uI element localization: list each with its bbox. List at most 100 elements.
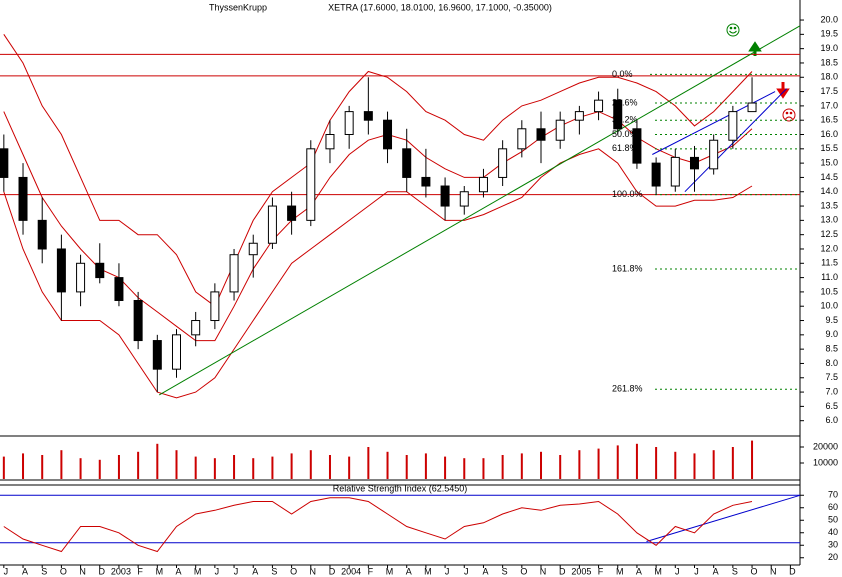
candle-body [728, 111, 738, 141]
x-tick-label: M [156, 566, 164, 576]
x-tick-label: A [252, 566, 258, 576]
y-tick-label: 17.5 [820, 86, 838, 96]
y-tick-label: 10000 [813, 457, 838, 467]
trend-line [652, 91, 776, 155]
volume-bar [616, 445, 619, 479]
candle-body [498, 148, 508, 178]
candle-body [191, 320, 201, 336]
y-tick-label: 18.5 [820, 57, 838, 67]
candle-body [171, 334, 181, 370]
candle-body [517, 128, 527, 150]
x-tick-label: S [502, 566, 508, 576]
x-tick-label: 2003 [111, 566, 131, 576]
x-tick-label: J [464, 566, 469, 576]
volume-bar [578, 450, 581, 479]
volume-bar [386, 451, 389, 479]
y-tick-label: 9.0 [825, 329, 838, 339]
y-tick-label: 15.0 [820, 158, 838, 168]
fib-label: 161.8% [612, 263, 643, 273]
x-tick-label: N [540, 566, 547, 576]
volume-bar [424, 453, 427, 479]
y-tick-label: 7.0 [825, 386, 838, 396]
fib-label: 61.8% [612, 143, 638, 153]
candle-body [632, 128, 642, 164]
volume-bar [540, 451, 543, 479]
candle-body [248, 242, 258, 256]
y-tick-label: 14.0 [820, 186, 838, 196]
candle-body [133, 299, 143, 342]
volume-bar [117, 455, 120, 479]
y-tick-label: 60 [828, 502, 838, 512]
volume-bar [463, 458, 466, 479]
y-tick-label: 20.0 [820, 14, 838, 24]
candle-body [747, 102, 757, 113]
candle-body [459, 191, 469, 207]
candle-body [76, 262, 86, 293]
x-tick-label: M [386, 566, 394, 576]
chart-subtitle: XETRA (17.6000, 18.0100, 16.9600, 17.100… [328, 2, 552, 12]
x-tick-label: N [79, 566, 86, 576]
x-tick-label: O [60, 566, 67, 576]
x-tick-label: S [271, 566, 277, 576]
candle-body [229, 254, 239, 293]
x-tick-label: O [520, 566, 527, 576]
candle-body [383, 119, 393, 150]
x-tick-label: N [310, 566, 317, 576]
candle-body [344, 111, 354, 136]
x-tick-label: F [368, 566, 374, 576]
x-tick-label: N [770, 566, 777, 576]
candle-body [306, 148, 316, 221]
y-tick-label: 8.5 [825, 344, 838, 354]
x-tick-label: S [732, 566, 738, 576]
y-tick-label: 6.5 [825, 401, 838, 411]
x-tick-label: O [290, 566, 297, 576]
candle-body [114, 277, 124, 301]
bollinger-band [3, 111, 753, 342]
volume-bar [79, 458, 82, 479]
candle-body [287, 205, 297, 221]
volume-bar [482, 458, 485, 479]
candle-body [613, 99, 623, 130]
volume-bar [693, 453, 696, 479]
x-tick-label: A [22, 566, 28, 576]
volume-bar [367, 447, 370, 479]
volume-bar [348, 456, 351, 479]
candle-body [18, 176, 28, 221]
volume-bar [444, 456, 447, 479]
x-tick-label: M [194, 566, 202, 576]
x-tick-label: A [406, 566, 412, 576]
x-tick-label: F [137, 566, 143, 576]
rsi-line [3, 497, 753, 553]
x-tick-label: D [559, 566, 566, 576]
y-tick-label: 30 [828, 540, 838, 550]
candle-body [0, 148, 9, 178]
fib-label: 50.0% [612, 129, 638, 139]
volume-bar [252, 458, 255, 479]
x-tick-label: A [713, 566, 719, 576]
candle-body [363, 111, 373, 121]
volume-bar [2, 456, 5, 479]
x-tick-label: 2005 [571, 566, 591, 576]
volume-bar [156, 443, 159, 479]
candle-body [267, 205, 277, 244]
x-tick-label: D [329, 566, 336, 576]
candle-body [555, 119, 565, 141]
y-tick-label: 7.5 [825, 372, 838, 382]
fib-label: 100.0% [612, 189, 643, 199]
y-tick-label: 50 [828, 515, 838, 525]
x-tick-label: 2004 [341, 566, 361, 576]
volume-bar [290, 453, 293, 479]
y-tick-label: 11.0 [821, 272, 838, 282]
down-arrow [776, 82, 790, 99]
volume-bar [597, 448, 600, 479]
volume-bar [635, 443, 638, 479]
candle-body [152, 340, 162, 370]
volume-bar [520, 453, 523, 479]
volume-bar [41, 455, 44, 479]
y-tick-label: 70 [828, 490, 838, 500]
candle-body [37, 219, 47, 250]
y-tick-label: 40 [828, 527, 838, 537]
volume-bar [655, 447, 658, 479]
